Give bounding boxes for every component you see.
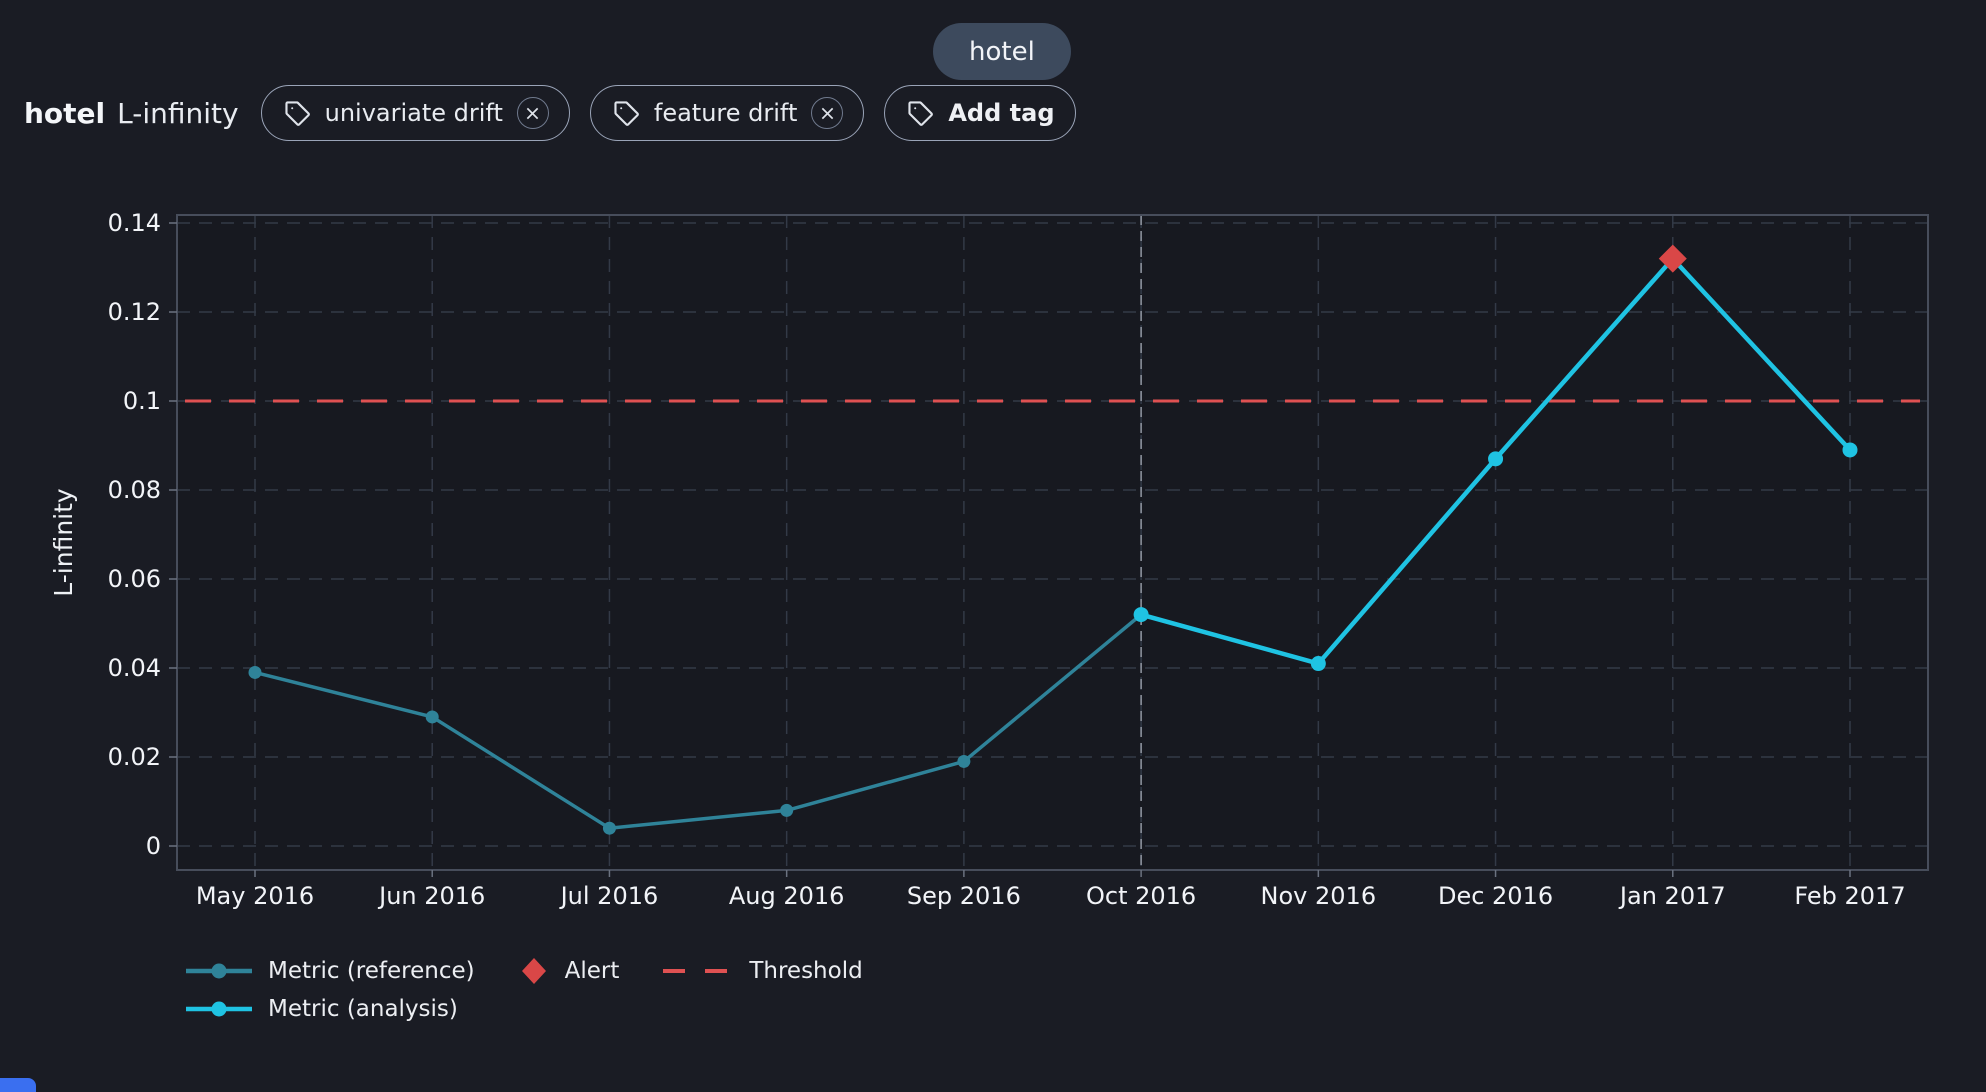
- tag-icon: [614, 100, 639, 126]
- svg-text:0.04: 0.04: [108, 654, 161, 682]
- legend-item-threshold[interactable]: Threshold: [663, 958, 863, 984]
- svg-text:Jul 2016: Jul 2016: [559, 882, 659, 910]
- tag-pill-univariate-drift[interactable]: univariate drift: [260, 85, 570, 141]
- svg-text:0: 0: [146, 832, 161, 860]
- close-icon: [821, 107, 834, 119]
- close-icon: [527, 107, 539, 119]
- svg-text:0.08: 0.08: [108, 476, 161, 504]
- analysis-line-marker-icon: [186, 1001, 252, 1017]
- svg-text:0.1: 0.1: [123, 387, 161, 415]
- legend-label: Metric (reference): [268, 958, 475, 984]
- legend-row: Metric (analysis): [186, 996, 863, 1022]
- bottom-left-partial-element[interactable]: [0, 1078, 36, 1092]
- legend-row: Metric (reference) Alert Threshold: [186, 956, 863, 986]
- remove-tag-button[interactable]: [516, 97, 549, 129]
- page-title-metric: L-infinity: [117, 96, 239, 130]
- svg-text:Jun 2016: Jun 2016: [377, 882, 485, 910]
- tag-icon: [908, 100, 934, 126]
- tag-label: univariate drift: [324, 99, 503, 127]
- legend-label: Alert: [564, 958, 620, 984]
- svg-text:Aug 2016: Aug 2016: [729, 882, 845, 910]
- tag-label: feature drift: [653, 99, 798, 127]
- title-row: hotel L-infinity univariate drift featur…: [24, 85, 1076, 141]
- reference-line-marker-icon: [186, 963, 252, 979]
- model-chip-label: hotel: [969, 36, 1035, 67]
- svg-text:May 2016: May 2016: [196, 882, 314, 910]
- tag-list: univariate drift feature drift Add tag: [260, 85, 1076, 141]
- svg-text:L-infinity: L-infinity: [49, 488, 78, 597]
- svg-text:Nov 2016: Nov 2016: [1261, 882, 1377, 910]
- legend-label: Metric (analysis): [268, 996, 458, 1022]
- model-chip[interactable]: hotel: [933, 23, 1071, 80]
- svg-text:0.12: 0.12: [108, 298, 161, 326]
- chart-legend: Metric (reference) Alert Threshold Metri…: [186, 956, 863, 1022]
- add-tag-button[interactable]: Add tag: [884, 85, 1076, 141]
- page-title: hotel L-infinity: [24, 97, 239, 130]
- svg-text:0.06: 0.06: [108, 565, 161, 593]
- threshold-dash-icon: [663, 969, 734, 973]
- legend-item-metric-analysis[interactable]: Metric (analysis): [186, 996, 458, 1022]
- remove-tag-button[interactable]: [811, 97, 844, 129]
- legend-item-alert[interactable]: Alert: [519, 956, 620, 986]
- legend-label: Threshold: [749, 958, 863, 984]
- svg-text:0.14: 0.14: [108, 209, 161, 237]
- svg-text:Sep 2016: Sep 2016: [907, 882, 1021, 910]
- tag-pill-feature-drift[interactable]: feature drift: [589, 85, 865, 141]
- svg-text:Dec 2016: Dec 2016: [1438, 882, 1553, 910]
- svg-text:Oct 2016: Oct 2016: [1086, 882, 1196, 910]
- svg-text:Jan 2017: Jan 2017: [1618, 882, 1726, 910]
- legend-item-metric-reference[interactable]: Metric (reference): [186, 958, 475, 984]
- page-title-model: hotel: [24, 96, 106, 130]
- svg-text:Feb 2017: Feb 2017: [1794, 882, 1905, 910]
- add-tag-label: Add tag: [948, 99, 1055, 127]
- tag-icon: [285, 100, 310, 126]
- svg-text:0.02: 0.02: [108, 743, 161, 771]
- alert-diamond-icon: [521, 958, 546, 984]
